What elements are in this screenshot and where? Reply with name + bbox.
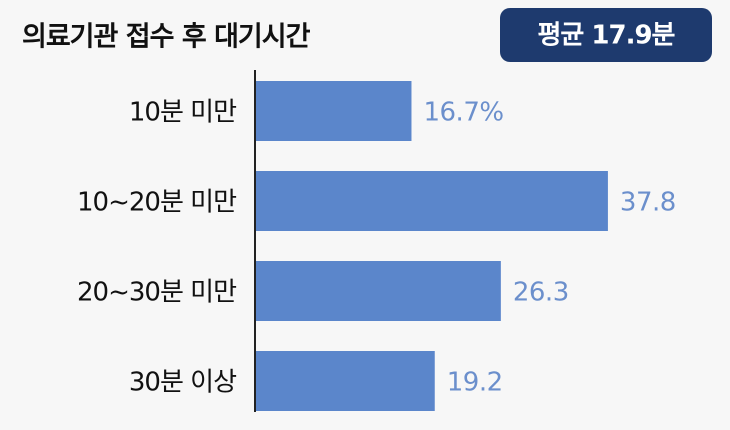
bar [256, 351, 435, 411]
value-label: 37.8 [620, 188, 676, 218]
category-label: 20~30분 미만 [77, 278, 236, 308]
category-label: 10~20분 미만 [77, 188, 236, 218]
bar [256, 81, 412, 141]
bar [256, 171, 608, 231]
value-label: 19.2 [447, 368, 503, 398]
chart-title: 의료기관 접수 후 대기시간 [22, 22, 311, 53]
badge-text: 평균 17.9분 [538, 21, 676, 51]
value-label: 26.3 [513, 278, 569, 308]
category-label: 10분 미만 [129, 98, 236, 128]
category-label: 30분 이상 [129, 368, 236, 398]
bar [256, 261, 501, 321]
value-label: 16.7% [423, 98, 503, 128]
badge [500, 8, 712, 62]
